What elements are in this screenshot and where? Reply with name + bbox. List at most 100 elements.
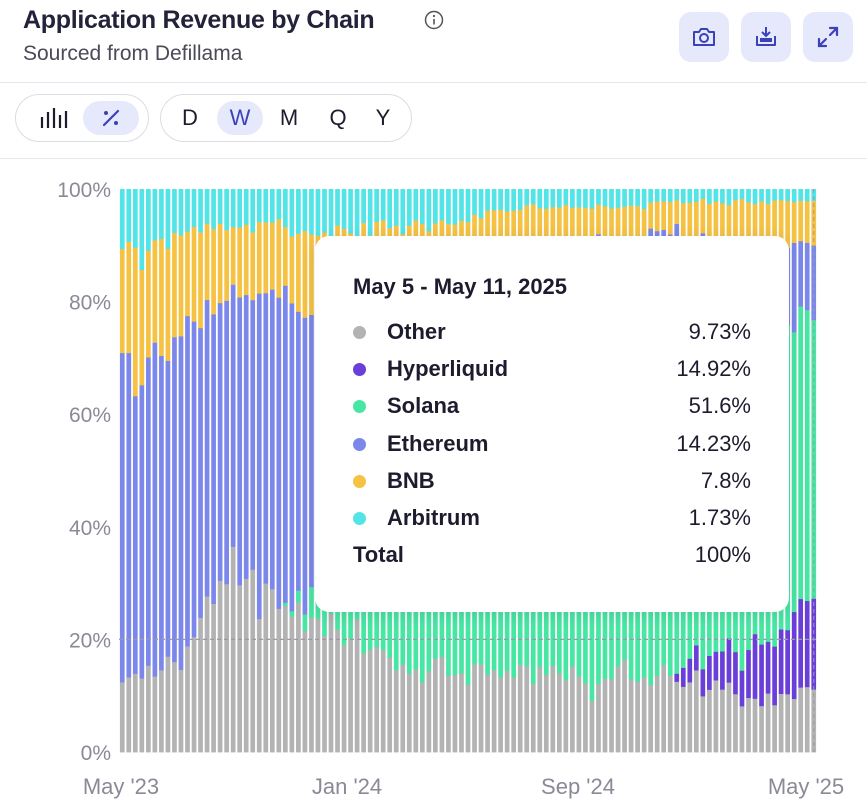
bar-segment-hyperliquid[interactable] (804, 600, 810, 688)
bar-segment-hyperliquid[interactable] (693, 645, 699, 671)
bar-segment-ethereum[interactable] (243, 294, 249, 579)
bar-segment-other[interactable] (348, 638, 353, 753)
bar-segment-other[interactable] (178, 669, 184, 753)
bar-segment-other[interactable] (243, 578, 249, 753)
bar-segment-arbitrum[interactable] (341, 189, 347, 229)
bar-segment-other[interactable] (204, 596, 210, 753)
bar-segment-ethereum[interactable] (198, 327, 203, 618)
bar-segment-ethereum[interactable] (296, 311, 301, 591)
bar-segment-bnb[interactable] (759, 200, 764, 262)
bar-segment-arbitrum[interactable] (387, 189, 393, 229)
bar-segment-hyperliquid[interactable] (713, 651, 719, 681)
bar-segment-other[interactable] (804, 686, 810, 753)
bar-segment-hyperliquid[interactable] (726, 638, 732, 683)
bar-segment-other[interactable] (341, 644, 347, 753)
bar-segment-bnb[interactable] (152, 240, 158, 343)
bar-segment-arbitrum[interactable] (243, 189, 249, 225)
bar-segment-solana[interactable] (804, 309, 810, 602)
bar-segment-arbitrum[interactable] (746, 189, 751, 203)
bar-segment-other[interactable] (387, 657, 393, 753)
bar-segment-bnb[interactable] (556, 207, 562, 258)
bar-segment-bnb[interactable] (283, 226, 288, 286)
bar-segment-bnb[interactable] (661, 201, 667, 231)
bar-segment-arbitrum[interactable] (622, 189, 627, 207)
bar-segment-other[interactable] (654, 675, 660, 753)
bar-segment-bnb[interactable] (680, 202, 686, 237)
bar-segment-solana[interactable] (296, 590, 301, 603)
download-button[interactable] (741, 12, 791, 62)
bar-segment-bnb[interactable] (700, 198, 706, 234)
bar-segment-arbitrum[interactable] (517, 189, 523, 210)
bar-segment-arbitrum[interactable] (165, 189, 171, 249)
bar-segment-hyperliquid[interactable] (759, 644, 764, 707)
bar-segment-other[interactable] (309, 617, 314, 753)
bar-segment-other[interactable] (217, 580, 223, 753)
bar-segment-bnb[interactable] (530, 204, 536, 256)
bar-segment-arbitrum[interactable] (713, 189, 719, 202)
bar-segment-ethereum[interactable] (126, 352, 132, 678)
bar-segment-other[interactable] (185, 646, 190, 753)
bar-segment-arbitrum[interactable] (419, 189, 425, 225)
bar-segment-ethereum[interactable] (256, 293, 262, 620)
bar-segment-solana[interactable] (811, 319, 817, 599)
bar-segment-arbitrum[interactable] (198, 189, 203, 233)
camera-button[interactable] (679, 12, 729, 62)
bar-segment-other[interactable] (433, 658, 438, 753)
bar-segment-ethereum[interactable] (230, 284, 236, 547)
bar-segment-other[interactable] (322, 635, 327, 753)
bar-segment-arbitrum[interactable] (811, 189, 817, 201)
bar-segment-other[interactable] (452, 674, 458, 753)
bar-segment-ethereum[interactable] (178, 336, 184, 670)
bar-segment-arbitrum[interactable] (791, 189, 797, 203)
bar-segment-bnb[interactable] (739, 198, 745, 254)
bar-segment-arbitrum[interactable] (687, 189, 693, 203)
bar-segment-hyperliquid[interactable] (772, 646, 777, 706)
bar-segment-bnb[interactable] (628, 205, 634, 242)
bar-segment-ethereum[interactable] (250, 299, 256, 570)
bar-segment-other[interactable] (707, 689, 712, 753)
bar-segment-arbitrum[interactable] (635, 189, 640, 207)
bar-segment-other[interactable] (367, 649, 373, 753)
bar-segment-solana[interactable] (798, 306, 804, 600)
bar-segment-other[interactable] (335, 629, 340, 753)
period-day[interactable]: D (182, 105, 198, 130)
bar-segment-arbitrum[interactable] (237, 189, 243, 228)
bar-segment-arbitrum[interactable] (296, 189, 301, 234)
bar-segment-bnb[interactable] (243, 224, 249, 296)
percent-view-toggle[interactable] (83, 101, 139, 135)
bar-segment-other[interactable] (622, 659, 627, 753)
bar-segment-bnb[interactable] (289, 235, 295, 304)
bar-segment-other[interactable] (211, 603, 216, 753)
bar-segment-bnb[interactable] (204, 223, 210, 301)
bar-segment-arbitrum[interactable] (250, 189, 256, 233)
bar-segment-other[interactable] (563, 679, 569, 753)
bar-segment-other[interactable] (413, 669, 419, 753)
bar-segment-bnb[interactable] (570, 207, 575, 255)
bar-segment-arbitrum[interactable] (576, 189, 582, 208)
bar-segment-arbitrum[interactable] (289, 189, 295, 237)
period-quarter[interactable]: Q (329, 105, 347, 130)
bar-segment-other[interactable] (472, 663, 477, 753)
bar-segment-ethereum[interactable] (804, 242, 810, 311)
bar-segment-bnb[interactable] (635, 205, 640, 244)
bar-segment-bnb[interactable] (302, 230, 308, 318)
bar-segment-other[interactable] (693, 670, 699, 753)
bar-segment-bnb[interactable] (693, 201, 699, 237)
bar-segment-ethereum[interactable] (289, 303, 295, 612)
bar-segment-arbitrum[interactable] (543, 189, 549, 209)
bar-segment-other[interactable] (289, 616, 295, 753)
bar-segment-other[interactable] (263, 583, 269, 753)
bar-segment-bnb[interactable] (159, 238, 164, 357)
bar-segment-other[interactable] (159, 669, 164, 753)
bar-segment-arbitrum[interactable] (315, 189, 321, 236)
expand-button[interactable] (803, 12, 853, 62)
bar-segment-other[interactable] (478, 664, 484, 753)
bar-segment-bnb[interactable] (687, 202, 693, 241)
period-week[interactable]: W (217, 101, 263, 135)
bar-segment-bnb[interactable] (185, 231, 190, 317)
bar-segment-arbitrum[interactable] (739, 189, 745, 200)
bar-segment-other[interactable] (674, 681, 680, 753)
bar-segment-arbitrum[interactable] (139, 189, 145, 270)
bar-segment-ethereum[interactable] (132, 395, 138, 674)
bar-segment-arbitrum[interactable] (335, 189, 340, 226)
